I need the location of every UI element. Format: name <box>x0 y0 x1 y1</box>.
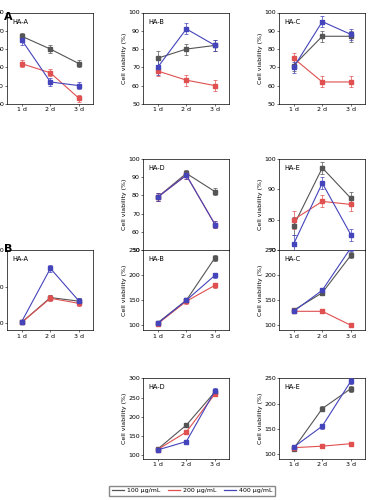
Text: HA-C: HA-C <box>284 256 301 262</box>
Text: HA-B: HA-B <box>148 256 164 262</box>
Y-axis label: Cell viability (%): Cell viability (%) <box>258 32 263 84</box>
Y-axis label: Cell viability (%): Cell viability (%) <box>122 179 127 230</box>
Y-axis label: Cell viability (%): Cell viability (%) <box>122 264 127 316</box>
Text: HA-A: HA-A <box>13 19 28 25</box>
Y-axis label: Cell viability (%): Cell viability (%) <box>258 179 263 230</box>
Text: A: A <box>4 12 12 22</box>
Y-axis label: Cell viability (%): Cell viability (%) <box>122 32 127 84</box>
Text: HA-E: HA-E <box>284 384 300 390</box>
Text: HA-A: HA-A <box>13 256 28 262</box>
Text: B: B <box>4 244 12 254</box>
Legend: 100 μg/mL, 200 μg/mL, 400 μg/mL: 100 μg/mL, 200 μg/mL, 400 μg/mL <box>109 486 275 496</box>
Y-axis label: Cell viability (%): Cell viability (%) <box>258 393 263 444</box>
Text: HA-C: HA-C <box>284 19 301 25</box>
Text: HA-D: HA-D <box>148 165 165 171</box>
Text: HA-E: HA-E <box>284 165 300 171</box>
Text: HA-B: HA-B <box>148 19 164 25</box>
Text: HA-D: HA-D <box>148 384 165 390</box>
Y-axis label: Cell viability (%): Cell viability (%) <box>122 393 127 444</box>
Y-axis label: Cell viability (%): Cell viability (%) <box>258 264 263 316</box>
